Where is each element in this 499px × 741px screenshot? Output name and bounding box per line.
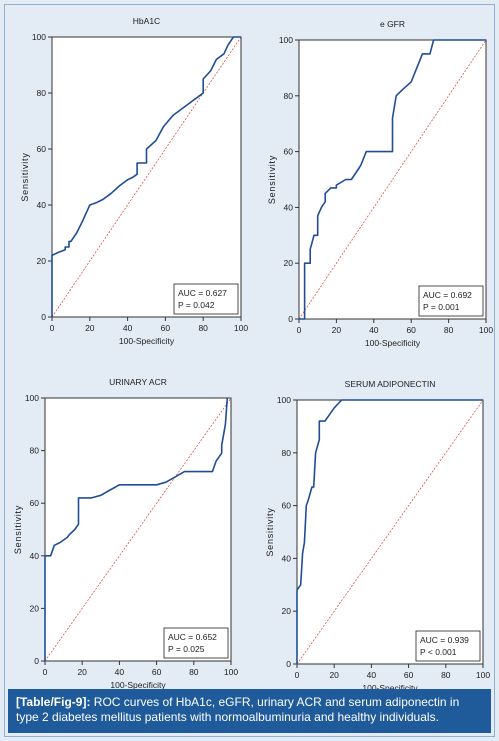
reference-line bbox=[44, 397, 232, 662]
x-tick-label: 0 bbox=[295, 670, 300, 680]
y-tick-label: 60 bbox=[37, 144, 47, 154]
x-axis-label: 100-Specificity bbox=[362, 683, 418, 693]
x-tick-label: 60 bbox=[152, 667, 162, 677]
x-axis-label: 100-Specificity bbox=[365, 338, 421, 348]
reference-line bbox=[51, 36, 242, 318]
auc-value: AUC = 0.627 bbox=[178, 288, 227, 298]
y-tick-label: 100 bbox=[32, 32, 46, 42]
x-tick-label: 80 bbox=[441, 670, 451, 680]
roc-curve bbox=[51, 36, 241, 317]
y-axis-label: Sensitivity bbox=[13, 505, 23, 554]
y-tick-label: 40 bbox=[37, 200, 47, 210]
chart-title: URINARY ACR bbox=[109, 377, 167, 387]
x-tick-label: 20 bbox=[85, 323, 95, 333]
x-tick-label: 0 bbox=[297, 325, 302, 335]
figure-caption: [Table/Fig-9]: ROC curves of HbA1c, eGFR… bbox=[8, 689, 491, 733]
x-tick-label: 100 bbox=[224, 667, 238, 677]
auc-value: AUC = 0.692 bbox=[423, 290, 472, 300]
p-value: P = 0.025 bbox=[168, 644, 205, 654]
chart-title: SERUM ADIPONECTIN bbox=[345, 379, 436, 389]
auc-box bbox=[418, 285, 484, 317]
roc-panel-3: URINARY ACR 0 20 40 60 80 100 0 20 40 60 80 100 100-S… bbox=[13, 377, 238, 690]
figure-container: HbA1C 0 20 40 60 80 100 0 20 40 60 80 100 100-Specifi… bbox=[4, 4, 495, 737]
y-tick-label: 20 bbox=[284, 258, 294, 268]
y-tick-label: 0 bbox=[286, 659, 291, 669]
roc-panel-1: HbA1C 0 20 40 60 80 100 0 20 40 60 80 100 100-Specifi… bbox=[20, 16, 248, 346]
auc-box bbox=[415, 630, 481, 662]
x-tick-label: 20 bbox=[332, 325, 342, 335]
y-tick-label: 80 bbox=[284, 91, 294, 101]
x-tick-label: 0 bbox=[43, 667, 48, 677]
p-value: P = 0.042 bbox=[178, 300, 215, 310]
y-axis-label: Sensitivity bbox=[267, 155, 277, 204]
auc-box bbox=[163, 627, 229, 659]
caption-text: ROC curves of HbA1c, eGFR, urinary ACR a… bbox=[16, 695, 460, 724]
roc-panel-4: SERUM ADIPONECTIN 0 20 40 60 80 100 0 20 40 60 80 10… bbox=[265, 379, 490, 693]
y-tick-label: 40 bbox=[30, 551, 40, 561]
y-tick-label: 60 bbox=[30, 498, 40, 508]
x-tick-label: 100 bbox=[479, 325, 493, 335]
x-tick-label: 0 bbox=[50, 323, 55, 333]
x-tick-label: 40 bbox=[115, 667, 125, 677]
y-tick-label: 80 bbox=[37, 88, 47, 98]
auc-box bbox=[173, 283, 239, 315]
x-axis-label: 100-Specificity bbox=[119, 336, 175, 346]
chart-title: HbA1C bbox=[133, 16, 160, 26]
roc-curve bbox=[296, 399, 483, 664]
x-tick-label: 20 bbox=[329, 670, 339, 680]
y-tick-label: 60 bbox=[284, 147, 294, 157]
y-tick-label: 40 bbox=[284, 202, 294, 212]
y-axis-label: Sensitivity bbox=[20, 152, 30, 201]
roc-charts: HbA1C 0 20 40 60 80 100 0 20 40 60 80 100 100-Specifi… bbox=[13, 16, 493, 693]
y-tick-label: 40 bbox=[282, 553, 292, 563]
roc-panel-2: e GFR 0 20 40 60 80 100 0 20 40 60 80 100 100-Specifi… bbox=[267, 19, 493, 348]
plot-area bbox=[298, 39, 487, 320]
x-tick-label: 40 bbox=[123, 323, 133, 333]
p-value: P = 0.001 bbox=[423, 302, 460, 312]
y-tick-label: 0 bbox=[41, 312, 46, 322]
x-tick-label: 40 bbox=[367, 670, 377, 680]
x-tick-label: 20 bbox=[77, 667, 87, 677]
y-tick-label: 0 bbox=[288, 314, 293, 324]
y-tick-label: 20 bbox=[282, 606, 292, 616]
x-tick-label: 60 bbox=[406, 325, 416, 335]
y-tick-label: 100 bbox=[277, 395, 291, 405]
p-value: P < 0.001 bbox=[420, 647, 457, 657]
x-tick-label: 40 bbox=[369, 325, 379, 335]
roc-curve bbox=[299, 39, 486, 320]
x-tick-label: 80 bbox=[444, 325, 454, 335]
roc-curve bbox=[44, 397, 229, 661]
x-tick-label: 80 bbox=[189, 667, 199, 677]
caption-label: [Table/Fig-9]: bbox=[16, 695, 91, 709]
y-tick-label: 100 bbox=[279, 35, 293, 45]
reference-line bbox=[296, 399, 484, 665]
x-axis-label: 100-Specificity bbox=[110, 680, 166, 690]
x-tick-label: 100 bbox=[234, 323, 248, 333]
y-tick-label: 20 bbox=[30, 603, 40, 613]
auc-value: AUC = 0.939 bbox=[420, 635, 469, 645]
auc-value: AUC = 0.652 bbox=[168, 632, 217, 642]
y-tick-label: 80 bbox=[30, 446, 40, 456]
x-tick-label: 100 bbox=[476, 670, 490, 680]
y-tick-label: 100 bbox=[25, 393, 39, 403]
chart-title: e GFR bbox=[380, 19, 405, 29]
y-tick-label: 20 bbox=[37, 256, 47, 266]
y-tick-label: 0 bbox=[34, 656, 39, 666]
x-tick-label: 60 bbox=[404, 670, 414, 680]
y-tick-label: 80 bbox=[282, 448, 292, 458]
x-tick-label: 60 bbox=[161, 323, 171, 333]
y-axis-label: Sensitivity bbox=[265, 507, 275, 556]
y-tick-label: 60 bbox=[282, 501, 292, 511]
x-tick-label: 80 bbox=[198, 323, 208, 333]
